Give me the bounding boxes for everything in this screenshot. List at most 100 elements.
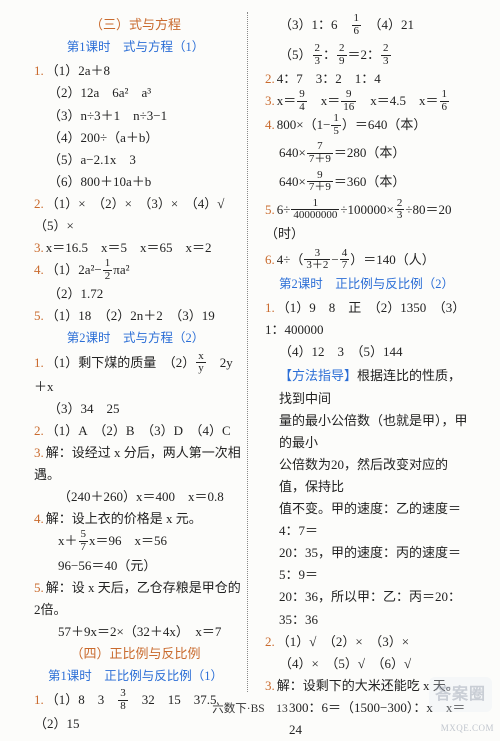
- lesson-heading-1: 第1课时 式与方程（1）: [30, 37, 241, 58]
- sub-item: （2）1.72: [48, 283, 241, 305]
- text: ）＝640（本）: [342, 117, 427, 132]
- fraction: 16: [440, 89, 450, 113]
- text: （1）18 （2）2n＋2 （3）19: [46, 308, 215, 323]
- item-r5: 5.6÷140000000÷100000×23÷80＝20（时）: [265, 199, 472, 245]
- text: x＝4.5 x＝: [357, 93, 438, 108]
- qnum: 4.: [265, 117, 275, 132]
- text: πa²: [113, 262, 129, 277]
- qnum: 4.: [34, 262, 44, 277]
- method-block: 【方法指导】根据连比的性质，找到中间: [279, 365, 472, 409]
- text: （1）8 3: [46, 692, 118, 707]
- text: −: [331, 252, 338, 267]
- item-p1: 1.（1）9 8 正 （2）1350 （3）1：400000: [265, 297, 472, 341]
- qnum: 6.: [265, 252, 275, 267]
- lesson-heading-3: 第1课时 正比例与反比例（1）: [30, 666, 241, 687]
- text: ÷100000×: [340, 202, 393, 217]
- item-r4: 4.800×（1−15）＝640（本）: [265, 114, 472, 138]
- text: 解：设经过 x 分后，两人第一次相遇。: [34, 445, 241, 482]
- sub-item: （6）800＋10a＋b: [48, 171, 241, 193]
- qnum: 2.: [265, 634, 275, 649]
- item-1b: 1.（1）剩下煤的质量 （2）xy 2y＋x: [34, 352, 241, 398]
- qnum: 1.: [34, 692, 44, 707]
- watermark-url: MXQE.COM: [441, 721, 494, 736]
- method-line: 量的最小公倍数（也就是甲），甲的最小: [279, 410, 472, 454]
- sub-item: （3）1：6 16 （4）21: [279, 14, 472, 38]
- sub-item: （3）34 25: [48, 398, 241, 420]
- fraction: 97＋9: [307, 170, 333, 194]
- sub-item: （5）a−2.1x 3: [48, 149, 241, 171]
- right-column: （3）1：6 16 （4）21 （5）23：29＝2：23 2.4：7 3：2 …: [251, 14, 472, 694]
- text: （1）2a²−: [46, 262, 102, 277]
- text: （5）: [279, 47, 312, 62]
- item-5b: 5.解：设 x 天后，乙仓存粮是甲仓的2倍。: [34, 577, 241, 621]
- qnum: 3.: [265, 678, 275, 693]
- text: ＝360（本）: [334, 174, 406, 189]
- qnum: 1.: [265, 300, 275, 315]
- text: （1）× （2）× （3）× （4）√ （5）×: [34, 196, 237, 233]
- fraction: 47: [340, 248, 350, 272]
- fraction: 33＋2: [304, 248, 330, 272]
- column-divider: [247, 12, 248, 692]
- text: x＝96 x＝56: [89, 534, 167, 549]
- lesson-heading-4: 第2课时 正比例与反比例（2）: [261, 274, 472, 295]
- fraction: 94: [297, 89, 307, 113]
- text: （4）21: [362, 17, 414, 32]
- fraction: 29: [337, 43, 347, 67]
- text: 6÷: [277, 202, 291, 217]
- fraction: 77＋9: [307, 141, 333, 165]
- text: 640×: [279, 174, 306, 189]
- item-5: 5.（1）18 （2）2n＋2 （3）19: [34, 305, 241, 327]
- qnum: 5.: [34, 580, 44, 595]
- qnum: 1.: [34, 63, 44, 78]
- method-line: 值不变。甲的速度：乙的速度＝4：7＝: [279, 498, 472, 542]
- text: x＋: [58, 534, 78, 549]
- sub-item: （4）200÷（a＋b）: [48, 127, 241, 149]
- text: （1）剩下煤的质量 （2）: [46, 355, 196, 370]
- sub-item: 57＋9x＝2×（32＋4x） x＝7: [58, 621, 241, 643]
- item-4b: 4.解：设上衣的价格是 x 元。: [34, 508, 241, 530]
- sub-item: 640×77＋9＝280（本）: [279, 142, 472, 166]
- qnum: 3.: [265, 93, 275, 108]
- text: ＝280（本）: [334, 146, 406, 161]
- item-2: 2.（1）× （2）× （3）× （4）√ （5）×: [34, 193, 241, 237]
- text: （1）9 8 正 （2）1350 （3）1：400000: [265, 300, 465, 337]
- qnum: 1.: [34, 355, 44, 370]
- text: 800×（1−: [277, 117, 331, 132]
- text: x＝16.5 x＝5 x＝65 x＝2: [46, 240, 212, 255]
- sub-item: （4）× （5）√ （6）√: [279, 653, 472, 675]
- text: （1）√ （2）× （3）×: [277, 634, 409, 649]
- text: 4÷（: [277, 252, 304, 267]
- item-1: 1.（1）2a＋8: [34, 60, 241, 82]
- text: ＝2：: [348, 47, 381, 62]
- sub-item: 640×97＋9＝360（本）: [279, 171, 472, 195]
- fraction: 12: [103, 258, 113, 282]
- text: ：: [323, 47, 336, 62]
- qnum: 3.: [34, 445, 44, 460]
- fraction: 23: [381, 43, 391, 67]
- fraction: 15: [331, 113, 341, 137]
- qnum: 2.: [34, 196, 44, 211]
- sub-item: （3）n÷3＋1 n÷3−1: [48, 105, 241, 127]
- item-r6: 6.4÷（33＋2−47）＝140（人）: [265, 249, 472, 273]
- sub-item: 96−56＝40（元）: [58, 555, 241, 577]
- qnum: 2.: [265, 71, 275, 86]
- text: x＝: [277, 93, 297, 108]
- qnum: 5.: [34, 308, 44, 323]
- text: （1）2a＋8: [46, 63, 110, 78]
- section-heading-1: （三）式与方程: [30, 14, 241, 36]
- fraction: 140000000: [291, 198, 339, 222]
- text: （3）1：6: [279, 17, 351, 32]
- section-heading-2: （四）正比例与反比例: [30, 643, 241, 665]
- item-r2: 2.4：7 3：2 1：4: [265, 68, 472, 90]
- text: 640×: [279, 146, 306, 161]
- method-label: 【方法指导】: [279, 368, 357, 383]
- item-p2: 2.（1）√ （2）× （3）×: [265, 631, 472, 653]
- item-1c: 1.（1）8 3 38 32 15 37.5 （2）15: [34, 689, 241, 735]
- qnum: 3.: [34, 240, 44, 255]
- fraction: 57: [79, 529, 89, 553]
- sub-item: （5）23：29＝2：23: [279, 44, 472, 68]
- fraction: 38: [118, 688, 128, 712]
- sub-item: x＋57x＝96 x＝56: [58, 530, 241, 554]
- qnum: 5.: [265, 202, 275, 217]
- text: 解：设上衣的价格是 x 元。: [46, 511, 202, 526]
